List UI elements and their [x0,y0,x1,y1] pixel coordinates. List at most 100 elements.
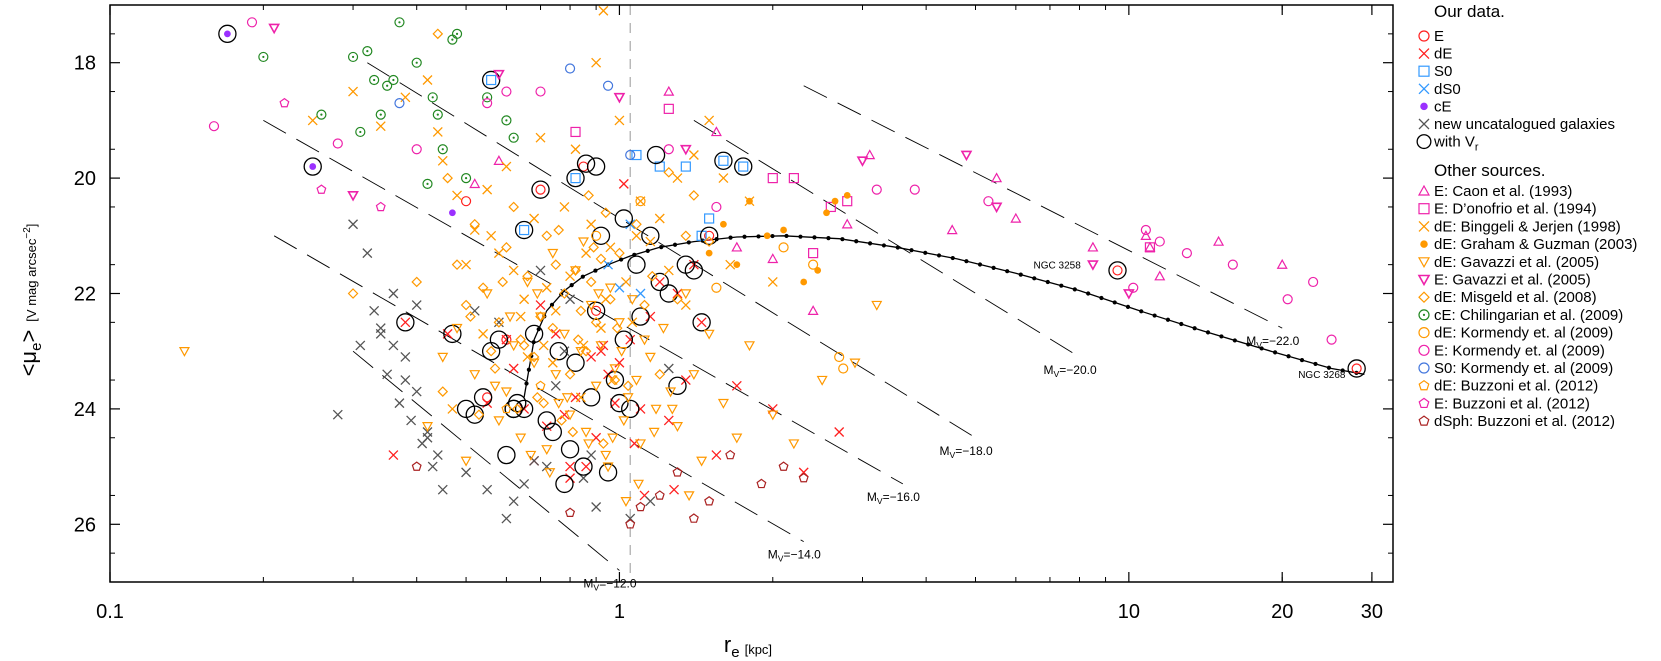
data-point [1347,359,1366,378]
legend-entry: E: D’onofrio et al. (1994) [1418,201,1597,218]
data-point [497,276,509,288]
data-point [486,230,497,241]
model-curve-dot [895,245,900,250]
data-point [788,173,799,184]
data-point [411,386,422,397]
data-point [718,173,729,184]
model-curve-dot [950,255,955,261]
data-point [411,276,423,288]
data-point [559,346,570,357]
data-point [460,196,472,207]
data-point [493,317,504,328]
data-point [501,161,512,172]
data-point [1144,242,1156,253]
data-point [493,248,504,259]
data-point [497,445,516,465]
data-points [178,5,1366,529]
data-point [778,242,789,253]
series-dsph-buzzoni-et-al-2012- [411,449,809,529]
model-curve-dot [1232,338,1237,343]
data-point [543,422,563,442]
data-point [767,173,778,184]
data-point [348,86,359,97]
data-point [767,277,778,287]
data-point [595,341,607,352]
data-point [411,144,422,155]
data-point [535,311,546,322]
data-point [816,375,828,386]
data-point [565,507,576,517]
data-point [586,450,597,461]
data-point [553,224,565,236]
data-point [625,149,636,161]
data-point [645,311,656,322]
data-point [501,513,512,524]
legend-marker [1418,83,1430,95]
legend-label: S0: Kormendy et. al (2009) [1434,360,1613,377]
iso-magnitude-label: MV=−18.0 [940,444,993,460]
data-point [663,144,674,155]
data-point [501,241,512,253]
data-point [841,218,853,229]
data-point [639,299,650,311]
data-point [508,363,519,374]
data-point [572,334,584,346]
x-tick-label: 20 [1271,601,1293,623]
legend-marker [1418,362,1430,374]
data-point [614,115,625,126]
data-point [460,299,472,311]
data-point [788,439,800,450]
data-point [469,178,481,189]
data-point [1213,235,1225,246]
series-ce-our-data- [224,30,456,217]
data-point [550,380,561,391]
legend-label: E: Caon et al. (1993) [1434,183,1572,200]
data-point [614,330,634,349]
data-point [375,328,386,339]
data-point [508,393,527,413]
series-e-kormendy-et-al-2009- [208,17,1337,345]
data-point [178,347,190,357]
data-point [447,403,458,414]
data-point [555,474,574,494]
data-point [616,347,628,357]
data-point [756,478,767,489]
legend-label: S0 [1434,63,1452,80]
legend-entry: cE: Chilingarian et al. (2009) [1418,307,1623,324]
data-point [570,392,581,403]
data-point [460,456,472,467]
model-curve-dot [672,242,678,247]
data-point [564,63,576,74]
iso-magnitude-label: MV=−14.0 [768,548,821,564]
series-de-gavazzi-et-al-2005- [178,237,883,507]
data-point [672,467,683,477]
series-e-d-onofrio-et-al-1994- [570,103,1156,259]
model-curve-dot [659,244,664,250]
legend-marker [1418,344,1430,356]
data-point [586,301,606,321]
data-point [641,226,660,246]
model-curve-dot [619,257,624,262]
data-point [638,335,651,346]
x-tick-label: 0.1 [96,601,124,623]
legend-label: E: D’onofrio et al. (1994) [1434,201,1597,218]
model-curve-dot [1205,330,1211,335]
model-curve-dot [526,367,531,372]
data-point [580,345,592,357]
model-curve-dot [1272,350,1278,355]
data-point [489,330,509,349]
model-curve-dot [728,235,733,240]
data-point [566,353,585,372]
data-point [531,392,543,403]
series-de-binggeli-jerjen-1998- [307,5,778,414]
data-point [711,282,722,293]
model-curve-dot [569,283,574,288]
data-point [447,34,458,45]
model-curve-dot [991,265,996,270]
data-point [823,209,830,217]
data-point [564,410,576,421]
legend-entry: dE: Misgeld et al. (2008) [1418,289,1597,306]
data-point [598,463,618,482]
legend-entry: dE: Buzzoni et al. (2012) [1418,378,1598,395]
data-point [279,97,290,108]
